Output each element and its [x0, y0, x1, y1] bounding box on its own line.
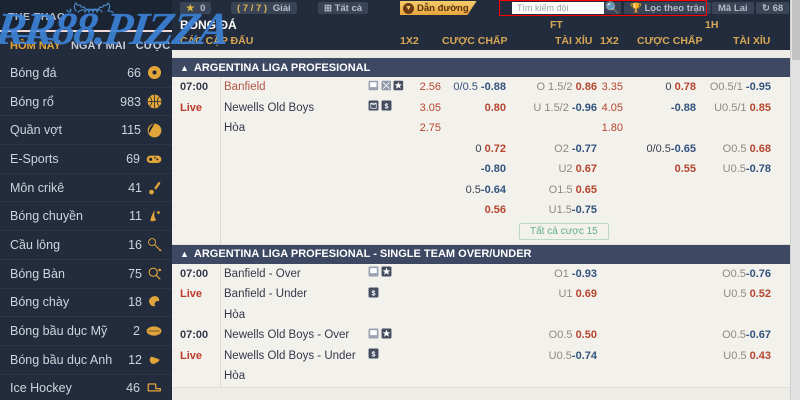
svg-text:$: $ [372, 350, 376, 358]
svg-text:$: $ [372, 289, 376, 297]
